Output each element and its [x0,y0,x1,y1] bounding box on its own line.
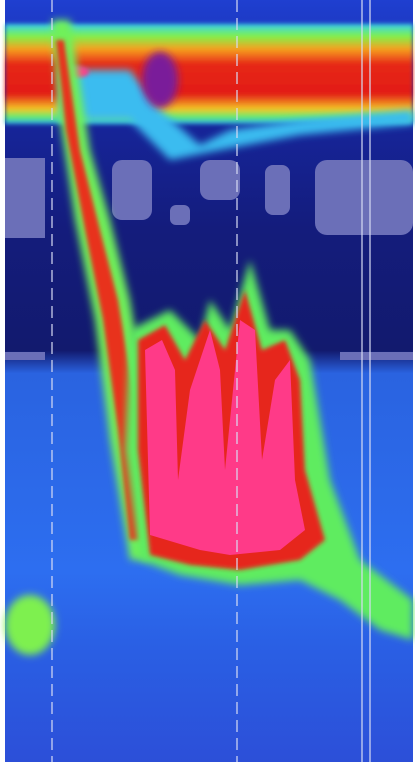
heatmap [0,0,415,765]
spot [5,595,55,655]
spot [142,52,178,108]
page [0,0,415,765]
